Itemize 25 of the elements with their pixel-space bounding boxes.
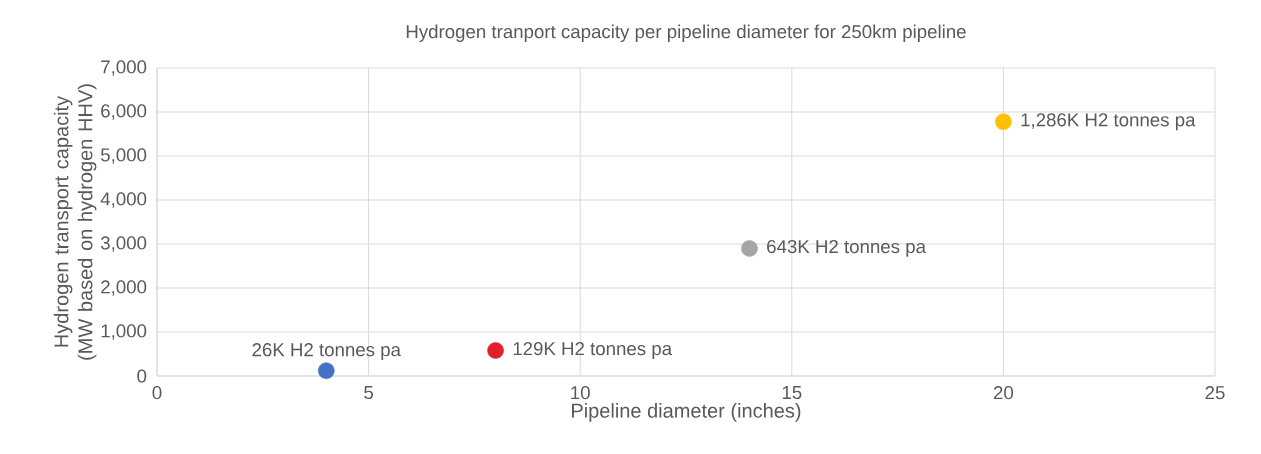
annotation: 26K H2 tonnes pa xyxy=(252,343,401,360)
x-tick-label: 25 xyxy=(1205,386,1225,400)
point xyxy=(995,113,1012,130)
x-tick-label: 5 xyxy=(364,386,374,400)
annotation: 643K H2 tonnes pa xyxy=(767,239,926,257)
point xyxy=(741,240,758,257)
chart-title: Hydrogen tranport capacity per pipeline diameter for 250km pipeline xyxy=(406,24,966,42)
y-axis-title: Hydrogen transport capacity (MW based on hydrogen HHV) xyxy=(53,84,97,360)
y-tick-label: 5,000 xyxy=(101,148,147,164)
y-tick-label: 2,000 xyxy=(101,280,147,296)
x-axis-title: Pipeline diameter (inches) xyxy=(572,403,801,422)
x-tick-label: 0 xyxy=(152,386,162,400)
x-tick-label: 20 xyxy=(993,386,1014,400)
x-tick-label: 15 xyxy=(782,386,802,400)
y-tick-label: 0 xyxy=(137,369,147,383)
y-tick-label: 3,000 xyxy=(100,236,147,252)
y-tick-label: 1,000 xyxy=(101,324,147,340)
point xyxy=(318,362,335,379)
point xyxy=(487,342,504,359)
x-tick-label: 10 xyxy=(571,386,590,400)
y-tick-label: 6,000 xyxy=(101,104,147,120)
y-tick-label: 4,000 xyxy=(100,192,147,208)
y-tick-label: 7,000 xyxy=(101,60,147,76)
annotation: 1,286K H2 tonnes pa xyxy=(1021,113,1196,131)
annotation: 129K H2 tonnes pa xyxy=(513,342,673,359)
